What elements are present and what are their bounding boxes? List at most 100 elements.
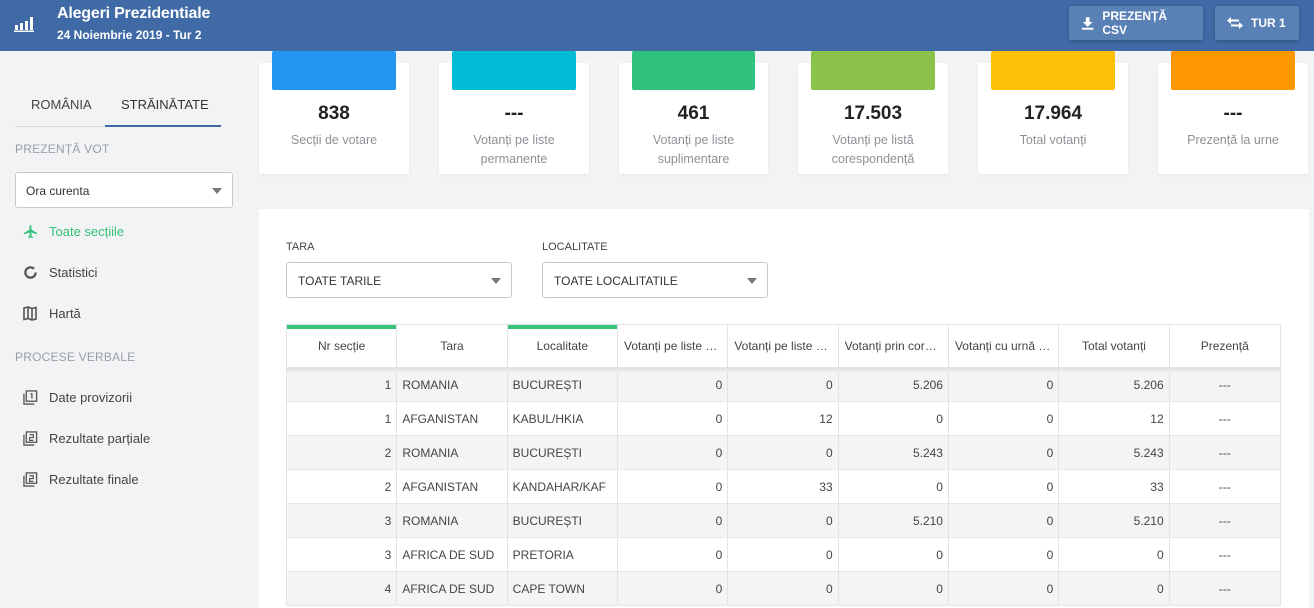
- column-header-turnout[interactable]: Prezență: [1200, 339, 1249, 353]
- doc-2-icon: [22, 471, 38, 487]
- tab-strainatate[interactable]: STRĂINĂTATE: [121, 97, 209, 112]
- download-csv-button[interactable]: PREZENȚĂ CSV: [1069, 6, 1203, 40]
- sidebar-item-statistics[interactable]: Statistici: [22, 262, 97, 282]
- cell-total: 12: [1059, 402, 1170, 435]
- sidebar-item-label: Hartă: [49, 305, 81, 321]
- table-row[interactable]: 1 AFGANISTAN KABUL/HKIA 0 12 0 0 12 ---: [287, 402, 1280, 436]
- column-header-correspondence[interactable]: Votanți prin corespondență: [839, 325, 949, 367]
- stat-band-supplementary: [632, 51, 755, 90]
- cell-total: 33: [1059, 470, 1170, 503]
- download-csv-label: PREZENȚĂ CSV: [1102, 9, 1168, 37]
- download-icon: [1081, 17, 1094, 30]
- cell-turnout: ---: [1218, 445, 1231, 460]
- cell-locality: KABUL/HKIA: [508, 402, 618, 435]
- cell-mobile: 0: [949, 572, 1060, 605]
- cell-supplementary: 0: [728, 572, 839, 605]
- column-header-nr[interactable]: Nr secție: [287, 325, 398, 367]
- cell-total: 5.210: [1059, 504, 1170, 537]
- active-tab-indicator: [105, 125, 221, 127]
- stat-band-permanent: [452, 51, 576, 90]
- cell-permanent: 0: [618, 436, 729, 469]
- sidebar-item-all-sections[interactable]: Toate secțiile: [22, 221, 124, 241]
- table-row[interactable]: 1 ROMANIA BUCUREȘTI 0 0 5.206 0 5.206 --…: [287, 368, 1280, 402]
- cell-total: 5.243: [1059, 436, 1170, 469]
- column-header-supplementary[interactable]: Votanți pe liste suplimentare: [728, 325, 839, 367]
- cell-total: 5.206: [1059, 368, 1170, 401]
- switch-round-label: TUR 1: [1251, 16, 1286, 30]
- cell-supplementary: 0: [728, 436, 839, 469]
- switch-round-button[interactable]: TUR 1: [1215, 6, 1299, 40]
- sidebar-item-partial-results[interactable]: Rezultate parțiale: [22, 428, 150, 448]
- cell-country: ROMANIA: [397, 436, 508, 469]
- cell-correspondence: 0: [839, 572, 949, 605]
- cell-permanent: 0: [618, 504, 729, 537]
- cell-locality: CAPE TOWN: [508, 572, 618, 605]
- stat-band-correspondence: [811, 51, 935, 90]
- cell-turnout: ---: [1218, 581, 1231, 596]
- cell-supplementary: 33: [728, 470, 839, 503]
- donut-icon: [22, 264, 38, 280]
- sidebar-item-label: Statistici: [49, 264, 98, 280]
- cell-correspondence: 0: [839, 402, 949, 435]
- sidebar-item-map[interactable]: Hartă: [22, 303, 81, 323]
- stat-label: Prezență la urne: [1187, 133, 1279, 147]
- stat-band-turnout: [1171, 51, 1295, 90]
- stat-band-sections: [272, 51, 396, 90]
- cell-permanent: 0: [618, 402, 729, 435]
- table-row[interactable]: 3 AFRICA DE SUD PRETORIA 0 0 0 0 0 ---: [287, 538, 1280, 572]
- sidebar-item-label: Toate secțiile: [49, 223, 125, 239]
- cell-mobile: 0: [949, 402, 1060, 435]
- sidebar-item-final-results[interactable]: Rezultate finale: [22, 469, 139, 489]
- chevron-down-icon: [212, 188, 222, 194]
- tab-romania[interactable]: ROMÂNIA: [31, 97, 92, 112]
- cell-locality: BUCUREȘTI: [508, 368, 618, 401]
- locality-filter-label: LOCALITATE: [542, 241, 608, 253]
- stat-label: Votanți pe listă corespondență: [831, 133, 915, 166]
- top-bar: Alegeri Prezidentiale 24 Noiembrie 2019 …: [0, 0, 1314, 51]
- cell-mobile: 0: [949, 368, 1060, 401]
- column-header-country[interactable]: Tara: [397, 325, 508, 367]
- cell-turnout: ---: [1218, 479, 1231, 494]
- stat-label: Votanți pe liste suplimentare: [652, 133, 735, 166]
- column-header-locality[interactable]: Localitate: [507, 325, 618, 367]
- cell-turnout: ---: [1218, 377, 1231, 392]
- table-row[interactable]: 4 AFRICA DE SUD CAPE TOWN 0 0 0 0 0 ---: [287, 572, 1280, 606]
- cell-nr: 3: [287, 504, 398, 537]
- cell-country: AFGANISTAN: [397, 470, 508, 503]
- cell-locality: BUCUREȘTI: [508, 436, 618, 469]
- table-row[interactable]: 3 ROMANIA BUCUREȘTI 0 0 5.210 0 5.210 --…: [287, 504, 1280, 538]
- country-filter-label: TARA: [286, 241, 315, 253]
- time-select-value: Ora curenta: [26, 184, 90, 198]
- cell-permanent: 0: [618, 538, 729, 571]
- cell-mobile: 0: [949, 470, 1060, 503]
- sidebar-item-label: Date provizorii: [49, 389, 133, 405]
- stat-value: 17.964: [1023, 103, 1083, 124]
- table-body: 1 ROMANIA BUCUREȘTI 0 0 5.206 0 5.206 --…: [287, 368, 1280, 606]
- cell-nr: 2: [287, 436, 398, 469]
- chevron-down-icon: [491, 278, 501, 284]
- cell-locality: PRETORIA: [508, 538, 618, 571]
- country-select-value: TOATE TARILE: [298, 274, 382, 288]
- column-header-total[interactable]: Total votanți: [1059, 325, 1170, 367]
- cell-permanent: 0: [618, 572, 729, 605]
- cell-total: 0: [1059, 572, 1170, 605]
- locality-select[interactable]: TOATE LOCALITATILE: [542, 262, 768, 298]
- doc-1-icon: [22, 389, 38, 405]
- cell-nr: 3: [287, 538, 398, 571]
- section-title-pv: PROCESE VERBALE: [15, 350, 136, 364]
- cell-correspondence: 5.210: [839, 504, 949, 537]
- table-row[interactable]: 2 ROMANIA BUCUREȘTI 0 0 5.243 0 5.243 --…: [287, 436, 1280, 470]
- column-header-permanent[interactable]: Votanți pe liste permanente: [618, 325, 729, 367]
- stat-value: ---: [1223, 103, 1243, 124]
- cell-permanent: 0: [618, 368, 729, 401]
- bar-chart-logo-icon: [14, 17, 34, 32]
- cell-permanent: 0: [618, 470, 729, 503]
- stat-value: 838: [318, 103, 350, 124]
- table-row[interactable]: 2 AFGANISTAN KANDAHAR/KAF 0 33 0 0 33 --…: [287, 470, 1280, 504]
- country-select[interactable]: TOATE TARILE: [286, 262, 512, 298]
- cell-mobile: 0: [949, 538, 1060, 571]
- cell-nr: 1: [287, 368, 398, 401]
- sidebar-item-provisional[interactable]: Date provizorii: [22, 387, 132, 407]
- column-header-mobile[interactable]: Votanți cu urnă mobilă: [949, 325, 1060, 367]
- time-select[interactable]: Ora curenta: [15, 172, 233, 208]
